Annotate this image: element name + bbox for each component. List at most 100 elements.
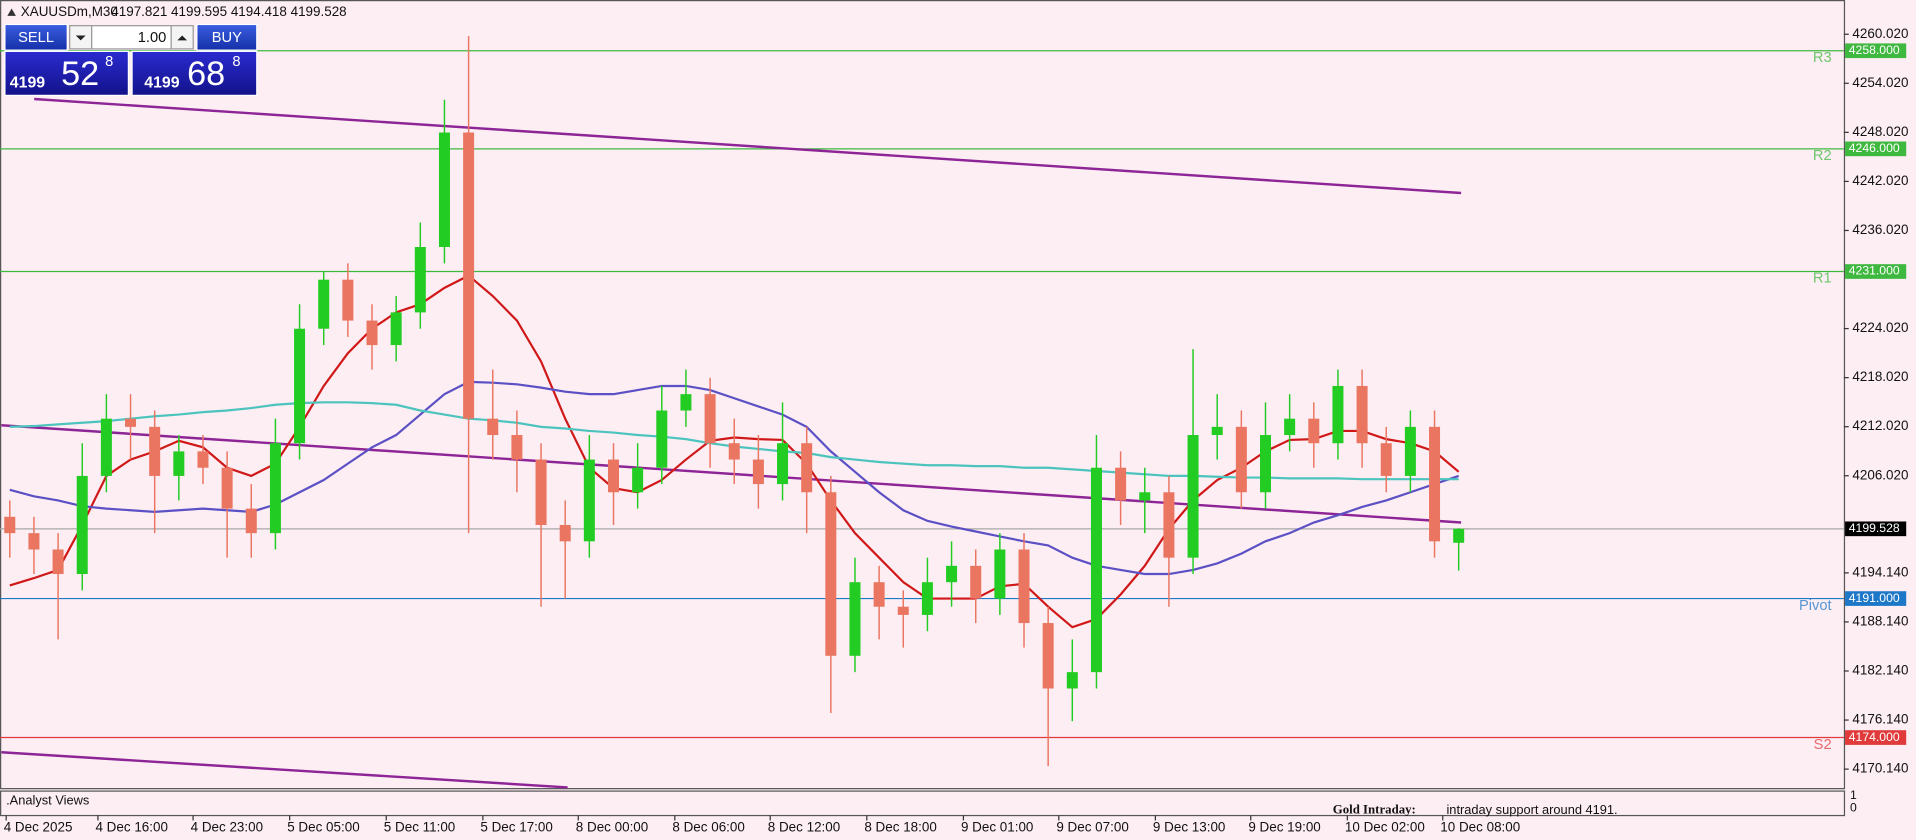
candle-body (1235, 426, 1247, 493)
y-tick-label: 4218.020 (1852, 369, 1908, 384)
indicator-tick: 1 (1850, 788, 1857, 802)
y-tick-label: 4194.140 (1852, 564, 1908, 579)
candle-body (607, 459, 619, 493)
collapse-icon[interactable] (7, 8, 16, 16)
candle-body (680, 394, 692, 411)
sell-price-frac: 8 (105, 54, 113, 70)
x-tick-label: 4 Dec 23:00 (191, 819, 263, 834)
subwindow-frame (0, 790, 1846, 817)
candle-body (366, 320, 378, 346)
plot-frame (0, 0, 1846, 790)
current-price-label: 4199.528 (1849, 521, 1900, 535)
candle-body (656, 410, 668, 468)
candle-body (873, 582, 885, 607)
candle-body (897, 606, 909, 615)
y-tick-label: 4176.140 (1852, 712, 1908, 727)
buy-price-frac: 8 (232, 54, 240, 70)
buy-price-big: 4199 (144, 74, 179, 91)
x-tick-label: 10 Dec 02:00 (1345, 819, 1425, 834)
candle-body (632, 467, 644, 493)
level-label: Pivot (1799, 598, 1832, 614)
x-tick-label: 9 Dec 07:00 (1056, 819, 1128, 834)
x-tick-label: 9 Dec 19:00 (1248, 819, 1320, 834)
y-tick-label: 4254.020 (1852, 75, 1908, 90)
sell-button[interactable] (4, 23, 68, 51)
indicator-text: intraday support around 4191. (1446, 802, 1617, 817)
candle-body (728, 443, 740, 460)
axis-layer: 4260.020 4254.020 4248.020 4242.020 4236.020… (4, 26, 1909, 835)
candle-body (825, 492, 837, 656)
trade-panel: SELL 1.00 BUY 4199 52 8 4199 68 8 (4, 23, 258, 96)
buy-price-box[interactable] (131, 50, 258, 96)
sell-price-pips: 52 (61, 55, 99, 93)
x-tick-label: 10 Dec 08:00 (1440, 819, 1520, 834)
x-tick-label: 5 Dec 11:00 (384, 819, 455, 834)
y-tick-label: 4188.140 (1852, 613, 1908, 628)
level-price-label: 4174.000 (1849, 730, 1900, 744)
candle-body (318, 279, 330, 329)
candle-body (1308, 418, 1320, 444)
x-tick-label: 4 Dec 2025 (4, 819, 73, 834)
candle-body (52, 549, 64, 575)
candle-body (245, 508, 257, 534)
candle-body (76, 475, 88, 575)
candle-body (414, 246, 426, 313)
candle-body (1187, 435, 1199, 558)
y-tick-label: 4206.020 (1852, 467, 1908, 482)
level-price-label: 4231.000 (1849, 264, 1900, 278)
candle-body (28, 533, 40, 550)
trend-line (34, 97, 1462, 195)
candle-body (1429, 426, 1441, 542)
x-tick-label: 5 Dec 05:00 (287, 819, 359, 834)
y-tick-label: 4212.020 (1852, 418, 1908, 433)
x-tick-label: 9 Dec 13:00 (1153, 819, 1225, 834)
candle-body (125, 418, 137, 427)
candle-body (197, 451, 209, 468)
candle-body (1211, 426, 1223, 436)
candles-layer (4, 36, 1465, 767)
candle-body (1380, 443, 1392, 476)
candle-body (583, 459, 595, 542)
candle-body (463, 132, 475, 419)
level-label: R2 (1813, 148, 1832, 164)
candle-body (1042, 623, 1054, 689)
candle-body (4, 516, 16, 534)
down-arrow (75, 35, 86, 41)
candle-body (221, 467, 233, 509)
candle-body (1404, 426, 1416, 476)
sell-label: SELL (18, 30, 54, 46)
level-price-box (1845, 43, 1907, 59)
candle-body (1356, 385, 1368, 444)
candle-body (970, 565, 982, 599)
level-label: S2 (1814, 737, 1832, 753)
level-price-box (1845, 141, 1907, 157)
candle-body (487, 418, 499, 436)
candle-body (777, 443, 789, 485)
x-tick-label: 5 Dec 17:00 (480, 819, 552, 834)
sell-price-box[interactable] (4, 50, 130, 96)
candle-body (921, 582, 933, 615)
y-tick-label: 4236.020 (1852, 222, 1908, 237)
x-tick-label: 8 Dec 00:00 (576, 819, 648, 834)
buy-button[interactable] (196, 23, 258, 51)
y-tick-label: 4242.020 (1852, 173, 1908, 188)
x-tick-label: 8 Dec 18:00 (864, 819, 936, 834)
candle-body (946, 565, 958, 583)
candle-body (1284, 418, 1296, 436)
indicator-tick: 0 (1850, 800, 1857, 814)
candle-body (1090, 467, 1102, 673)
x-tick-label: 8 Dec 12:00 (768, 819, 840, 834)
volume: 1.00 (138, 30, 167, 46)
candle-body (704, 394, 716, 444)
candle-body (269, 443, 281, 534)
quote: 4197.821 4199.595 4194.418 4199.528 (111, 4, 346, 19)
level-price-box (1845, 264, 1907, 279)
candle-body (100, 418, 112, 476)
candle-body (994, 549, 1006, 599)
y-tick-label: 4224.020 (1852, 320, 1908, 335)
candle-body (1163, 492, 1175, 558)
buy-label: BUY (212, 30, 242, 46)
